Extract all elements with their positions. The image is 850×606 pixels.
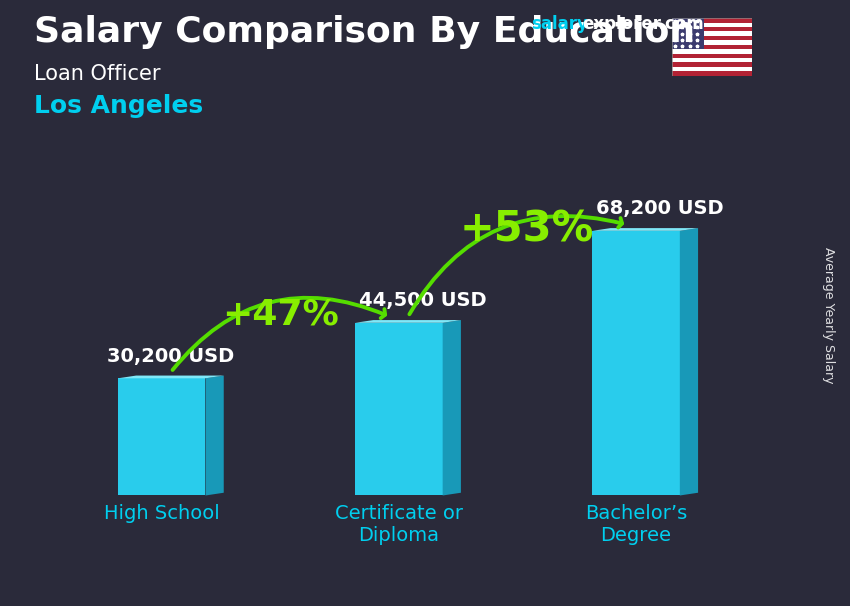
Bar bbox=[672, 67, 752, 72]
Polygon shape bbox=[443, 320, 461, 496]
Polygon shape bbox=[592, 231, 680, 496]
Text: 44,500 USD: 44,500 USD bbox=[359, 291, 486, 310]
Polygon shape bbox=[206, 376, 224, 496]
Text: +47%: +47% bbox=[222, 297, 338, 331]
Bar bbox=[672, 18, 704, 49]
Bar bbox=[672, 32, 752, 36]
Text: salary: salary bbox=[531, 15, 588, 33]
Bar bbox=[672, 72, 752, 76]
Text: Average Yearly Salary: Average Yearly Salary bbox=[822, 247, 836, 384]
Bar bbox=[672, 62, 752, 67]
Text: Certificate or
Diploma: Certificate or Diploma bbox=[335, 504, 463, 545]
Bar bbox=[672, 58, 752, 62]
Bar bbox=[672, 22, 752, 27]
Text: 30,200 USD: 30,200 USD bbox=[107, 347, 235, 366]
Polygon shape bbox=[355, 323, 443, 496]
Text: High School: High School bbox=[104, 504, 219, 523]
Text: explorer.com: explorer.com bbox=[582, 15, 704, 33]
Text: Bachelor’s
Degree: Bachelor’s Degree bbox=[585, 504, 687, 545]
Polygon shape bbox=[680, 228, 698, 496]
Text: Loan Officer: Loan Officer bbox=[34, 64, 161, 84]
Bar bbox=[672, 41, 752, 45]
Text: 68,200 USD: 68,200 USD bbox=[596, 199, 723, 219]
Polygon shape bbox=[592, 228, 698, 231]
Bar bbox=[672, 53, 752, 58]
Polygon shape bbox=[118, 376, 224, 378]
Text: Salary Comparison By Education: Salary Comparison By Education bbox=[34, 15, 695, 49]
Text: +53%: +53% bbox=[459, 208, 594, 250]
Bar bbox=[672, 18, 752, 22]
Bar bbox=[672, 45, 752, 49]
Polygon shape bbox=[118, 378, 206, 496]
Bar bbox=[672, 27, 752, 32]
Text: Los Angeles: Los Angeles bbox=[34, 94, 203, 118]
Bar bbox=[672, 49, 752, 53]
Bar bbox=[672, 36, 752, 41]
Polygon shape bbox=[355, 320, 461, 323]
